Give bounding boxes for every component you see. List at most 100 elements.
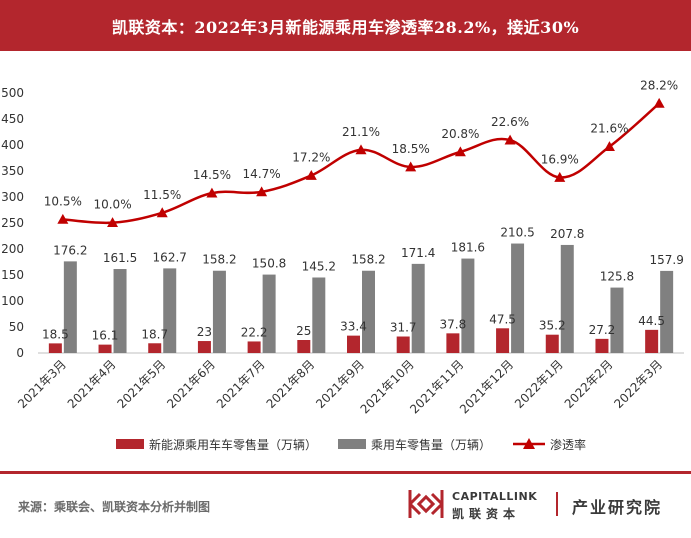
data-label-nev: 18.5	[42, 327, 69, 341]
brand-divider	[556, 492, 558, 516]
data-label-penetration: 16.9%	[541, 152, 579, 166]
x-tick-label: 2021年7月	[214, 357, 268, 411]
bar-total	[511, 243, 525, 353]
legend-label-total: 乘用车零售量（万辆）	[371, 437, 491, 452]
data-label-total: 210.5	[500, 226, 534, 240]
x-tick-label: 2021年9月	[313, 357, 367, 411]
penetration-marker	[405, 161, 417, 172]
source-note: 来源：乘联会、凯联资本分析并制图	[18, 500, 211, 514]
bar-total	[163, 268, 177, 353]
penetration-marker	[107, 217, 119, 228]
bar-total	[63, 261, 77, 353]
bar-nev	[347, 335, 360, 353]
data-label-penetration: 21.6%	[590, 122, 628, 136]
data-label-nev: 47.5	[489, 312, 516, 326]
data-label-nev: 33.4	[340, 320, 367, 334]
data-label-total: 176.2	[53, 243, 87, 257]
x-tick-label: 2022年3月	[611, 357, 665, 411]
legend-swatch-nev	[116, 439, 144, 449]
data-label-total: 161.5	[103, 251, 137, 265]
penetration-marker	[454, 146, 466, 157]
chart-area: 0 50 100 150 200 250 300 350 400 450 500 18.5 176.2 2…	[0, 51, 691, 471]
bar-nev	[148, 343, 162, 353]
data-label-total: 171.4	[401, 246, 435, 260]
y-tick-label: 450	[1, 112, 24, 126]
data-label-nev: 31.7	[390, 321, 417, 335]
data-label-penetration: 11.5%	[143, 188, 181, 202]
legend-swatch-marker	[523, 438, 535, 449]
data-label-total: 150.8	[252, 257, 286, 271]
y-tick-label: 200	[1, 242, 24, 256]
data-label-penetration: 20.8%	[441, 127, 479, 141]
bar-total	[560, 244, 574, 353]
y-tick-label: 400	[1, 138, 24, 152]
y-tick-label: 300	[1, 190, 24, 204]
bar-total	[461, 258, 475, 353]
bar-total	[660, 270, 674, 353]
data-label-penetration: 18.5%	[392, 142, 430, 156]
y-tick-label: 350	[1, 164, 24, 178]
capitallink-logo-icon	[408, 490, 444, 518]
data-label-nev: 35.2	[539, 319, 566, 333]
brand-name-en: CAPITALLINK	[452, 490, 538, 503]
bar-nev	[645, 329, 659, 353]
bar-nev	[545, 334, 559, 353]
bar-nev	[197, 341, 211, 353]
data-label-penetration: 17.2%	[292, 150, 330, 164]
y-tick-label: 0	[16, 346, 24, 360]
footer-divider	[0, 471, 691, 474]
brand-name-cn: 凯联资本	[452, 507, 521, 521]
penetration-marker	[603, 141, 615, 152]
data-label-penetration: 28.2%	[640, 78, 678, 92]
bar-total	[362, 270, 375, 353]
bar-nev	[595, 338, 609, 353]
data-label-total: 181.6	[451, 241, 485, 255]
x-tick-label: 2021年12月	[457, 357, 516, 416]
data-label-total: 158.2	[351, 253, 385, 267]
y-tick-label: 50	[9, 320, 24, 334]
bar-total	[113, 269, 127, 353]
bar-nev	[297, 340, 311, 353]
bar-nev	[496, 328, 510, 353]
bar-total	[312, 277, 326, 353]
bar-nev	[247, 341, 261, 353]
data-label-penetration: 14.7%	[243, 167, 281, 181]
bar-nev	[48, 343, 62, 353]
y-tick-label: 250	[1, 216, 24, 230]
institute-name: 产业研究院	[572, 498, 663, 517]
x-tick-label: 2021年6月	[164, 357, 218, 411]
penetration-marker	[355, 144, 367, 155]
penetration-marker	[653, 97, 665, 108]
x-tick-label: 2021年8月	[264, 357, 318, 411]
x-tick-label: 2022年1月	[512, 357, 566, 411]
data-label-penetration: 22.6%	[491, 115, 529, 129]
combo-chart: 0 50 100 150 200 250 300 350 400 450 500 18.5 176.2 2…	[1, 78, 684, 452]
data-label-penetration: 14.5%	[193, 168, 231, 182]
penetration-marker	[57, 213, 69, 224]
data-label-penetration: 10.5%	[44, 194, 82, 208]
legend-swatch-total	[338, 439, 366, 449]
bar-total	[262, 274, 276, 353]
data-label-penetration: 10.0%	[93, 198, 131, 212]
bar-nev	[396, 336, 410, 353]
penetration-marker	[206, 187, 218, 198]
data-label-total: 157.9	[649, 253, 683, 267]
y-tick-label: 500	[1, 86, 24, 100]
data-label-nev: 37.8	[440, 317, 467, 331]
bar-nev	[98, 344, 112, 353]
penetration-marker	[156, 207, 168, 218]
data-label-total: 145.2	[302, 259, 336, 273]
header-banner: 凯联资本：2022年3月新能源乘用车渗透率28.2%，接近30%	[0, 0, 691, 51]
data-label-nev: 23	[197, 325, 212, 339]
bar-total	[610, 287, 624, 353]
data-label-nev: 44.5	[638, 314, 665, 328]
legend-label-nev: 新能源乘用车车零售量（万辆）	[149, 437, 317, 452]
data-label-nev: 25	[296, 324, 311, 338]
data-label-total: 125.8	[600, 270, 634, 284]
data-label-nev: 22.2	[241, 325, 268, 339]
footer: 来源：乘联会、凯联资本分析并制图 CAPITALLINK 凯联资本 产业研究院	[0, 474, 691, 538]
penetration-marker	[256, 186, 268, 197]
data-label-nev: 27.2	[589, 323, 616, 337]
bar-total	[411, 263, 425, 353]
data-label-nev: 18.7	[141, 327, 168, 341]
